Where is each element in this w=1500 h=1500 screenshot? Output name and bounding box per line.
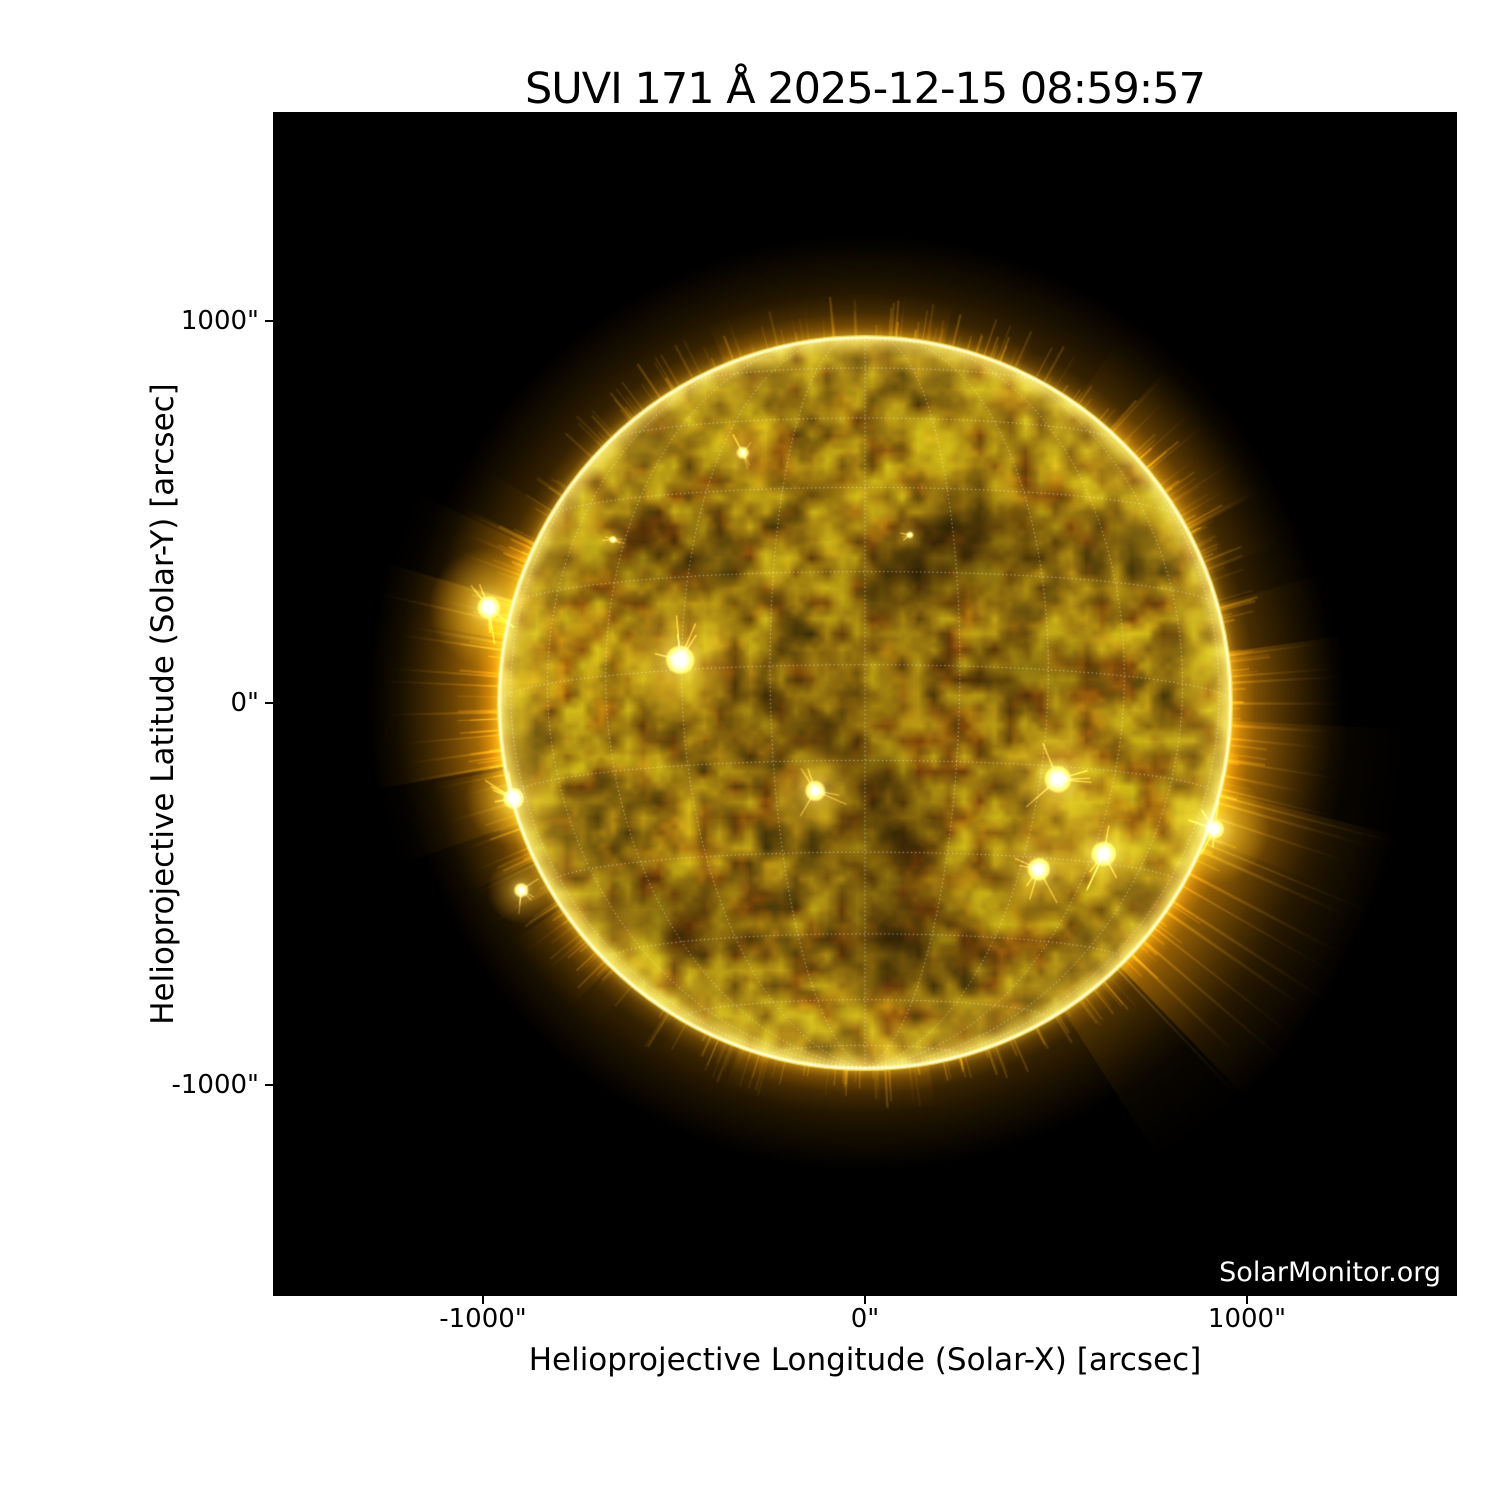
x-tick-label: -1000" (439, 1304, 527, 1334)
y-tick-mark (265, 320, 273, 322)
y-tick-label: -1000" (171, 1070, 259, 1100)
y-tick-label: 1000" (180, 306, 259, 336)
solar-disk-image (273, 112, 1457, 1296)
x-tick-mark (1246, 1296, 1248, 1304)
x-tick-mark (864, 1296, 866, 1304)
x-tick-mark (482, 1296, 484, 1304)
plot-area: SolarMonitor.org (273, 112, 1457, 1296)
x-axis-label: Helioprojective Longitude (Solar-X) [arc… (528, 1342, 1202, 1378)
y-tick-mark (265, 702, 273, 704)
y-tick-mark (265, 1084, 273, 1086)
watermark: SolarMonitor.org (1219, 1257, 1441, 1288)
x-tick-label: 1000" (1207, 1304, 1287, 1334)
x-tick-label: 0" (850, 1304, 880, 1334)
figure-title: SUVI 171 Å 2025-12-15 08:59:57 (524, 64, 1206, 114)
y-tick-label: 0" (230, 688, 259, 718)
